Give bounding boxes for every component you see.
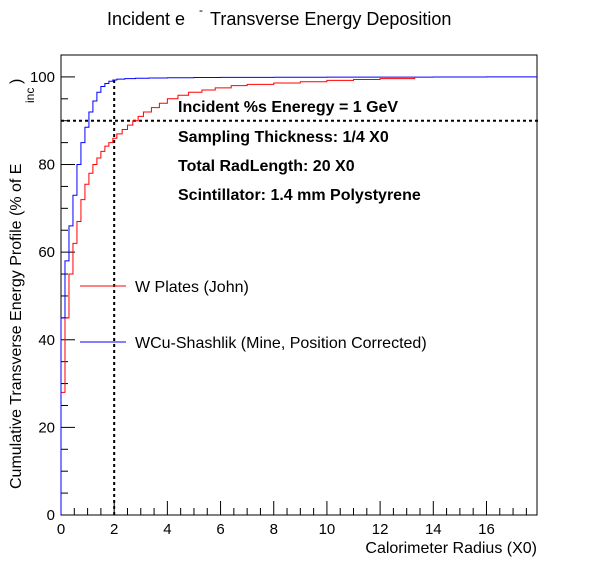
series-line-wcu-shashlik — [60, 76, 537, 515]
x-tick-label: 2 — [110, 521, 118, 538]
legend-label-wcu-shashlik: WCu-Shashlik (Mine, Position Corrected) — [135, 335, 427, 352]
y-tick-label: 20 — [38, 419, 55, 436]
x-tick-label: 4 — [163, 521, 171, 538]
y-axis-close-group: ) — [8, 79, 25, 84]
annotation-radlength: Total RadLength: 20 X0 — [178, 158, 355, 175]
x-tick-label: 10 — [319, 521, 336, 538]
y-axis-subscript-group: inc — [23, 88, 37, 103]
annotation-scintillator: Scintillator: 1.4 mm Polystyrene — [178, 187, 421, 204]
legend-label-w-plates: W Plates (John) — [135, 279, 249, 296]
x-axis-title: Calorimeter Radius (X0) — [365, 540, 537, 557]
data-series — [60, 76, 537, 515]
x-tick-label: 12 — [372, 521, 389, 538]
x-tick-label: 14 — [425, 521, 442, 538]
y-axis-title-close: ) — [8, 79, 25, 84]
chart-title-rest: Transverse Energy Deposition — [210, 9, 451, 29]
y-tick-label: 80 — [38, 157, 55, 174]
reference-lines — [61, 77, 541, 515]
y-tick-label: 100 — [30, 69, 55, 86]
chart-title: Incident e — [107, 9, 185, 29]
chart-title-superscript: - — [199, 3, 203, 17]
y-tick-label: 40 — [38, 332, 55, 349]
x-tick-label: 0 — [57, 521, 65, 538]
series-line-w-plates — [60, 77, 416, 515]
axis-ticks: 0 2 4 6 8 10 12 14 16 0 20 40 60 80 100 — [30, 54, 527, 538]
x-tick-label: 16 — [478, 521, 495, 538]
y-axis-title: Cumulative Transverse Energy Profile (% … — [8, 164, 25, 489]
plot-frame — [60, 54, 538, 516]
y-axis-title-group: Cumulative Transverse Energy Profile (% … — [8, 164, 25, 489]
y-axis-title-subscript: inc — [23, 88, 37, 103]
x-tick-label: 8 — [270, 521, 278, 538]
x-tick-label: 6 — [216, 521, 224, 538]
annotation-energy: Incident %s Eneregy = 1 GeV — [178, 99, 398, 116]
y-tick-label: 60 — [38, 244, 55, 261]
annotation-sampling: Sampling Thickness: 1/4 X0 — [178, 129, 389, 146]
y-tick-label: 0 — [47, 507, 55, 524]
